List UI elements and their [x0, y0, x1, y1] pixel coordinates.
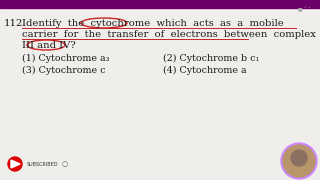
Text: 112.: 112. [4, 19, 27, 28]
Circle shape [281, 143, 317, 179]
Text: (1) Cytochrome a₃: (1) Cytochrome a₃ [22, 54, 109, 63]
Circle shape [8, 157, 22, 171]
Text: Identify  the  cytochrome  which  acts  as  a  mobile: Identify the cytochrome which acts as a … [22, 19, 284, 28]
Text: SUBSCRIBED: SUBSCRIBED [27, 161, 59, 166]
Text: (4) Cytochrome a: (4) Cytochrome a [163, 66, 247, 75]
Text: (2) Cytochrome b c₁: (2) Cytochrome b c₁ [163, 54, 259, 63]
Text: carrier  for  the  transfer  of  electrons  between  complex: carrier for the transfer of electrons be… [22, 30, 316, 39]
Bar [0, 0, 320, 8]
Text: ■ ˄ ˅: ■ ˄ ˅ [298, 7, 311, 13]
Text: (3) Cytochrome c: (3) Cytochrome c [22, 66, 106, 75]
Circle shape [283, 145, 315, 177]
Polygon shape [11, 160, 20, 168]
Text: III and IV?: III and IV? [22, 41, 76, 50]
Circle shape [291, 150, 307, 166]
Text: ○: ○ [62, 161, 68, 167]
